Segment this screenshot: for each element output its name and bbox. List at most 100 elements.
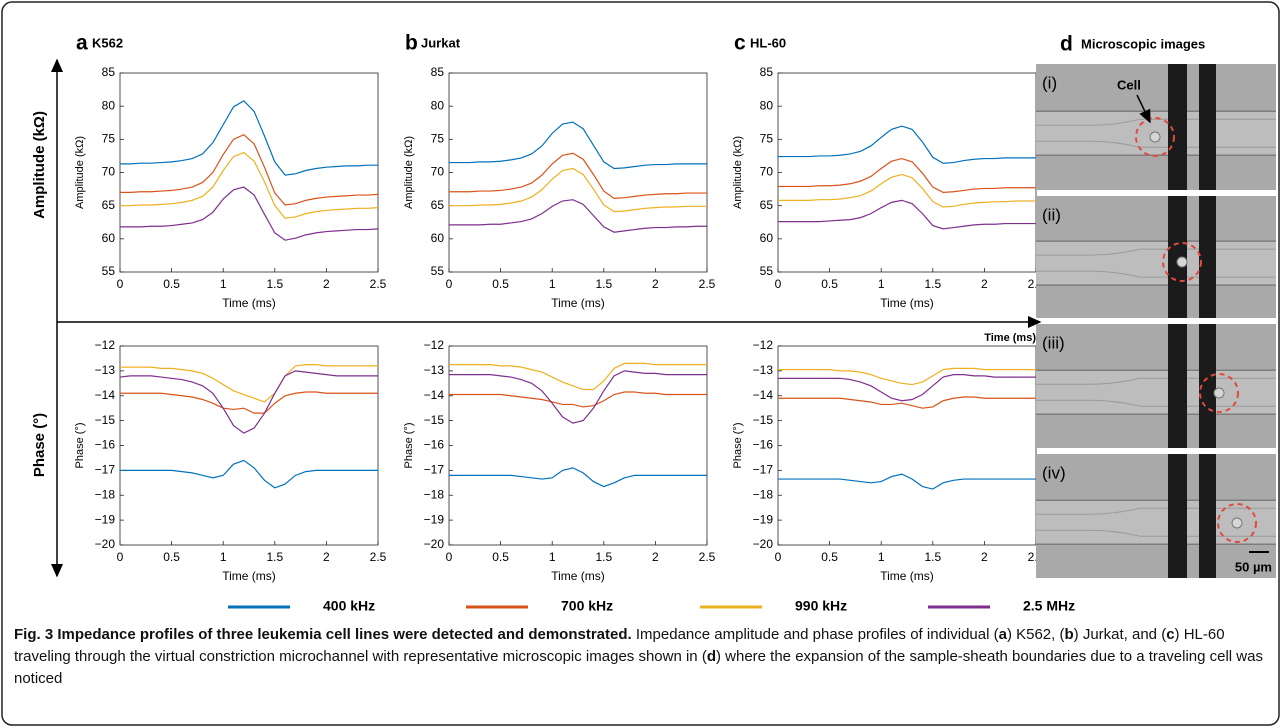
x-tick-label: 1	[878, 277, 885, 291]
x-tick-label: 0.5	[821, 550, 838, 564]
series-line	[778, 396, 1036, 409]
x-tick-label: 1.5	[924, 277, 941, 291]
x-axis-label: Time (ms)	[222, 569, 276, 583]
y-tick-label: −16	[424, 438, 445, 452]
x-axis-label: Time (ms)	[222, 296, 276, 310]
electrode	[1168, 324, 1187, 448]
row-label: Amplitude (kΩ)	[31, 111, 48, 219]
panel-letter: b	[405, 32, 418, 55]
y-tick-label: −17	[753, 463, 774, 477]
caption-part: a	[998, 626, 1007, 643]
x-tick-label: 0.5	[492, 550, 509, 564]
micro-image: (ii)	[1036, 196, 1276, 318]
caption-part: ) where the expansion of the sample-shea…	[14, 648, 1263, 687]
x-tick-label: 2	[981, 277, 988, 291]
series-line	[778, 125, 1036, 164]
y-tick-label: −20	[95, 537, 116, 551]
y-tick-label: −20	[424, 537, 445, 551]
y-tick-label: −19	[424, 512, 445, 526]
series-line	[120, 151, 379, 219]
micro-image: (i)	[1036, 64, 1276, 190]
y-tick-label: −14	[424, 388, 445, 402]
y-tick-label: −19	[95, 512, 116, 526]
y-axis-label: Amplitude (kΩ)	[732, 136, 744, 209]
electrode	[1168, 196, 1187, 318]
plot-frame	[777, 72, 1037, 273]
panel-letter: c	[734, 32, 746, 55]
series-line	[449, 121, 707, 170]
x-tick-label: 1	[549, 277, 556, 291]
y-tick-label: 85	[760, 65, 774, 79]
x-tick-label: 0.5	[163, 277, 180, 291]
plot-frame	[119, 72, 379, 273]
panel-letter: a	[76, 32, 88, 55]
panel-title: Microscopic images	[1081, 36, 1205, 51]
x-tick-label: 2.5	[370, 550, 387, 564]
image-label: (i)	[1042, 73, 1057, 92]
y-tick-label: −13	[95, 363, 116, 377]
y-tick-label: −18	[95, 487, 116, 501]
micro-image: (iv)	[1036, 454, 1276, 578]
panel-title: HL-60	[750, 35, 786, 50]
channel-wall	[1036, 369, 1276, 415]
panel-title: K562	[92, 35, 123, 50]
y-tick-label: 75	[431, 132, 445, 146]
x-tick-label: 2	[323, 550, 330, 564]
y-axis-label: Phase (°)	[74, 423, 86, 469]
series-line	[120, 133, 379, 206]
x-tick-label: 1.5	[595, 277, 612, 291]
y-tick-label: −13	[753, 363, 774, 377]
series-line	[778, 157, 1036, 194]
y-tick-label: 85	[431, 65, 445, 79]
y-tick-label: 70	[431, 165, 445, 179]
series-line	[120, 100, 378, 176]
micro-image: (iii)	[1036, 324, 1276, 448]
y-tick-label: −15	[753, 413, 774, 427]
x-axis-label: Time (ms)	[551, 296, 605, 310]
y-tick-label: 65	[431, 198, 445, 212]
plot-frame	[119, 345, 379, 546]
time-arrow-label: Time (ms)	[984, 332, 1036, 344]
sheath-boundary	[1036, 377, 1276, 407]
series-line	[449, 362, 707, 391]
y-tick-label: −14	[753, 388, 774, 402]
series-line	[449, 167, 707, 213]
image-label: (ii)	[1042, 205, 1061, 224]
x-tick-label: 0.5	[492, 277, 509, 291]
y-tick-label: −12	[95, 338, 116, 352]
series-line	[119, 370, 378, 434]
cell	[1213, 387, 1225, 399]
electrode	[1199, 196, 1216, 318]
legend-label: 990 kHz	[795, 598, 847, 614]
plot-frame	[448, 72, 708, 273]
y-tick-label: 60	[431, 231, 445, 245]
y-tick-label: 55	[102, 264, 116, 278]
channel-wall	[1036, 240, 1276, 286]
y-tick-label: −14	[95, 388, 116, 402]
sheath-boundary	[1036, 507, 1276, 537]
plot-frame	[777, 345, 1037, 546]
series-line	[778, 367, 1036, 386]
electrode	[1199, 454, 1216, 578]
x-tick-label: 1.5	[266, 277, 283, 291]
caption-part: ) K562, (	[1006, 626, 1065, 643]
channel	[1036, 241, 1276, 286]
cell-marker	[1135, 117, 1175, 157]
caption: Fig. 3 Impedance profiles of three leuke…	[14, 624, 1272, 690]
x-tick-label: 0	[775, 277, 782, 291]
x-tick-label: 0.5	[821, 277, 838, 291]
x-tick-label: 1.5	[924, 550, 941, 564]
cell	[1231, 517, 1243, 529]
electrode	[1199, 64, 1216, 190]
caption-text: Impedance amplitude and phase profiles o…	[14, 626, 1263, 687]
caption-part: c	[1166, 626, 1175, 643]
series-line	[120, 364, 378, 403]
series-line	[778, 173, 1036, 208]
sheath-boundary	[1036, 248, 1276, 278]
x-axis-label: Time (ms)	[880, 569, 934, 583]
y-tick-label: 70	[102, 165, 116, 179]
y-tick-label: −20	[753, 537, 774, 551]
x-axis-label: Time (ms)	[551, 569, 605, 583]
x-tick-label: 0	[117, 277, 124, 291]
